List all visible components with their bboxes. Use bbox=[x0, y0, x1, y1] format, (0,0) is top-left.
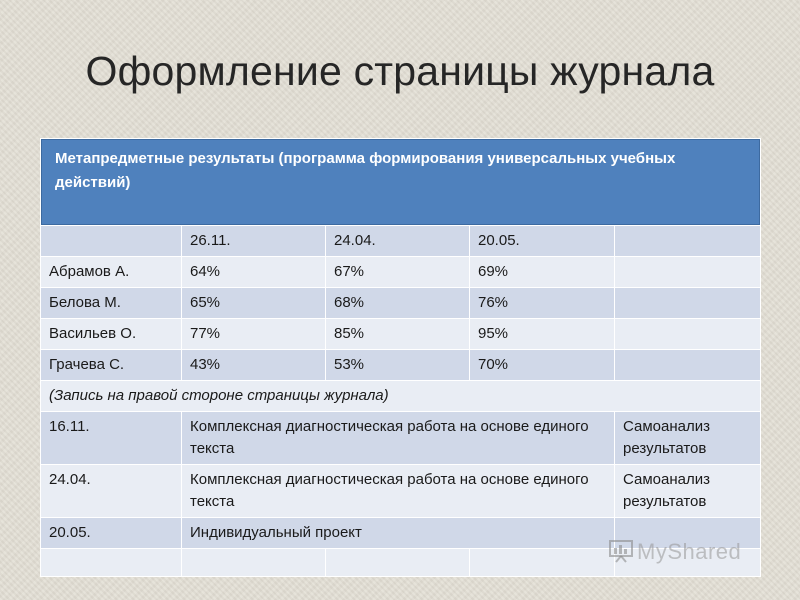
entry-description: Комплексная диагностическая работа на ос… bbox=[181, 411, 615, 465]
table-row: Грачева С. 43% 53% 70% bbox=[40, 349, 762, 381]
score-cell: 69% bbox=[469, 256, 615, 288]
note-row: (Запись на правой стороне страницы журна… bbox=[39, 380, 762, 412]
student-name: Васильев О. bbox=[40, 318, 182, 350]
empty-cell bbox=[613, 287, 762, 319]
entry-date: 16.11. bbox=[40, 411, 182, 465]
empty-cell bbox=[325, 548, 470, 577]
student-name: Грачева С. bbox=[40, 349, 182, 381]
empty-cell bbox=[181, 548, 326, 577]
watermark: MyShared bbox=[608, 539, 741, 565]
score-cell: 67% bbox=[325, 256, 470, 288]
table-header: Метапредметные результаты (программа фор… bbox=[39, 138, 762, 226]
score-cell: 76% bbox=[469, 287, 615, 319]
empty-cell bbox=[613, 225, 762, 257]
table-row: Белова М. 65% 68% 76% bbox=[40, 287, 762, 319]
journal-table: Метапредметные результаты (программа фор… bbox=[39, 138, 762, 577]
page-title: Оформление страницы журнала bbox=[85, 48, 715, 94]
empty-cell bbox=[613, 349, 762, 381]
table-header-text: Метапредметные результаты (программа фор… bbox=[55, 150, 676, 191]
score-cell: 70% bbox=[469, 349, 615, 381]
watermark-text: MyShared bbox=[637, 539, 742, 564]
score-cell: 65% bbox=[181, 287, 326, 319]
student-name: Белова М. bbox=[40, 287, 182, 319]
date-cell: 26.11. bbox=[181, 225, 326, 257]
score-cell: 43% bbox=[181, 349, 326, 381]
note-text: (Запись на правой стороне страницы журна… bbox=[39, 380, 762, 412]
empty-cell bbox=[613, 318, 762, 350]
table-row: Васильев О. 77% 85% 95% bbox=[40, 318, 762, 350]
date-cell: 20.05. bbox=[469, 225, 615, 257]
table-row: Абрамов А. 64% 67% 69% bbox=[40, 256, 762, 288]
empty-cell bbox=[469, 548, 615, 577]
student-name: Абрамов А. bbox=[40, 256, 182, 288]
entry-date: 20.05. bbox=[40, 517, 182, 549]
entry-description: Индивидуальный проект bbox=[181, 517, 615, 549]
score-cell: 95% bbox=[469, 318, 615, 350]
entry-date: 24.04. bbox=[40, 464, 182, 518]
empty-cell bbox=[40, 225, 182, 257]
dates-row: 26.11. 24.04. 20.05. bbox=[40, 225, 762, 257]
score-cell: 77% bbox=[181, 318, 326, 350]
entry-description: Комплексная диагностическая работа на ос… bbox=[181, 464, 615, 518]
empty-cell bbox=[40, 548, 182, 577]
table-row: 24.04. Комплексная диагностическая работ… bbox=[40, 464, 762, 518]
score-cell: 53% bbox=[325, 349, 470, 381]
score-cell: 85% bbox=[325, 318, 470, 350]
entry-result: Самоанализ результатов bbox=[613, 464, 762, 518]
table-row: 20.05. Индивидуальный проект bbox=[40, 517, 762, 549]
empty-cell bbox=[613, 256, 762, 288]
presentation-board-icon bbox=[609, 540, 633, 563]
score-cell: 64% bbox=[181, 256, 326, 288]
empty-cell bbox=[613, 548, 762, 577]
table-row: 16.11. Комплексная диагностическая работ… bbox=[40, 411, 762, 465]
empty-row bbox=[40, 548, 762, 577]
date-cell: 24.04. bbox=[325, 225, 470, 257]
entry-result: Самоанализ результатов bbox=[613, 411, 762, 465]
score-cell: 68% bbox=[325, 287, 470, 319]
